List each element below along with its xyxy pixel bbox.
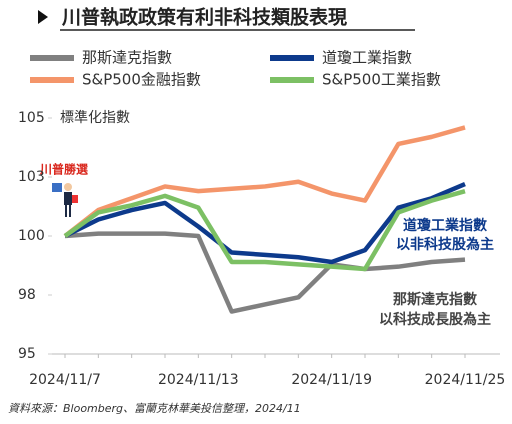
x-tick-label: 2024/11/19 <box>291 372 372 388</box>
y-tick-label: 103 <box>18 169 45 185</box>
source-note: 資料來源：Bloomberg、富蘭克林華美投信整理，2024/11 <box>8 402 301 415</box>
series-line <box>64 231 466 314</box>
x-tick-label: 2024/11/25 <box>425 372 506 388</box>
chart-title: 川普執政政策有利非科技類股表現 <box>61 6 347 29</box>
y-tick-label: 100 <box>18 228 45 244</box>
y-axis-label: 標準化指數 <box>60 110 130 126</box>
y-tick-label: 98 <box>18 287 36 303</box>
legend-label: S&P500工業指數 <box>322 71 441 89</box>
title-arrow <box>38 10 48 24</box>
annotation: 以科技成長股為主 <box>379 311 491 328</box>
annotation: 川普勝選 <box>39 162 88 177</box>
legend-label: S&P500金融指數 <box>82 71 201 89</box>
annotation: 那斯達克指數 <box>393 291 477 308</box>
series-line <box>63 188 466 272</box>
y-tick-label: 105 <box>18 110 45 126</box>
trump-icon <box>52 183 78 217</box>
y-tick-label: 95 <box>18 346 36 362</box>
legend-label: 那斯達克指數 <box>82 49 172 67</box>
series-line <box>63 125 466 238</box>
annotation: 道瓊工業指數 <box>403 217 487 234</box>
annotation: 以非科技股為主 <box>396 236 494 253</box>
series-line <box>64 182 466 265</box>
x-tick-label: 2024/11/7 <box>29 372 101 388</box>
x-tick-label: 2024/11/13 <box>158 372 239 388</box>
legend-label: 道瓊工業指數 <box>322 49 412 67</box>
